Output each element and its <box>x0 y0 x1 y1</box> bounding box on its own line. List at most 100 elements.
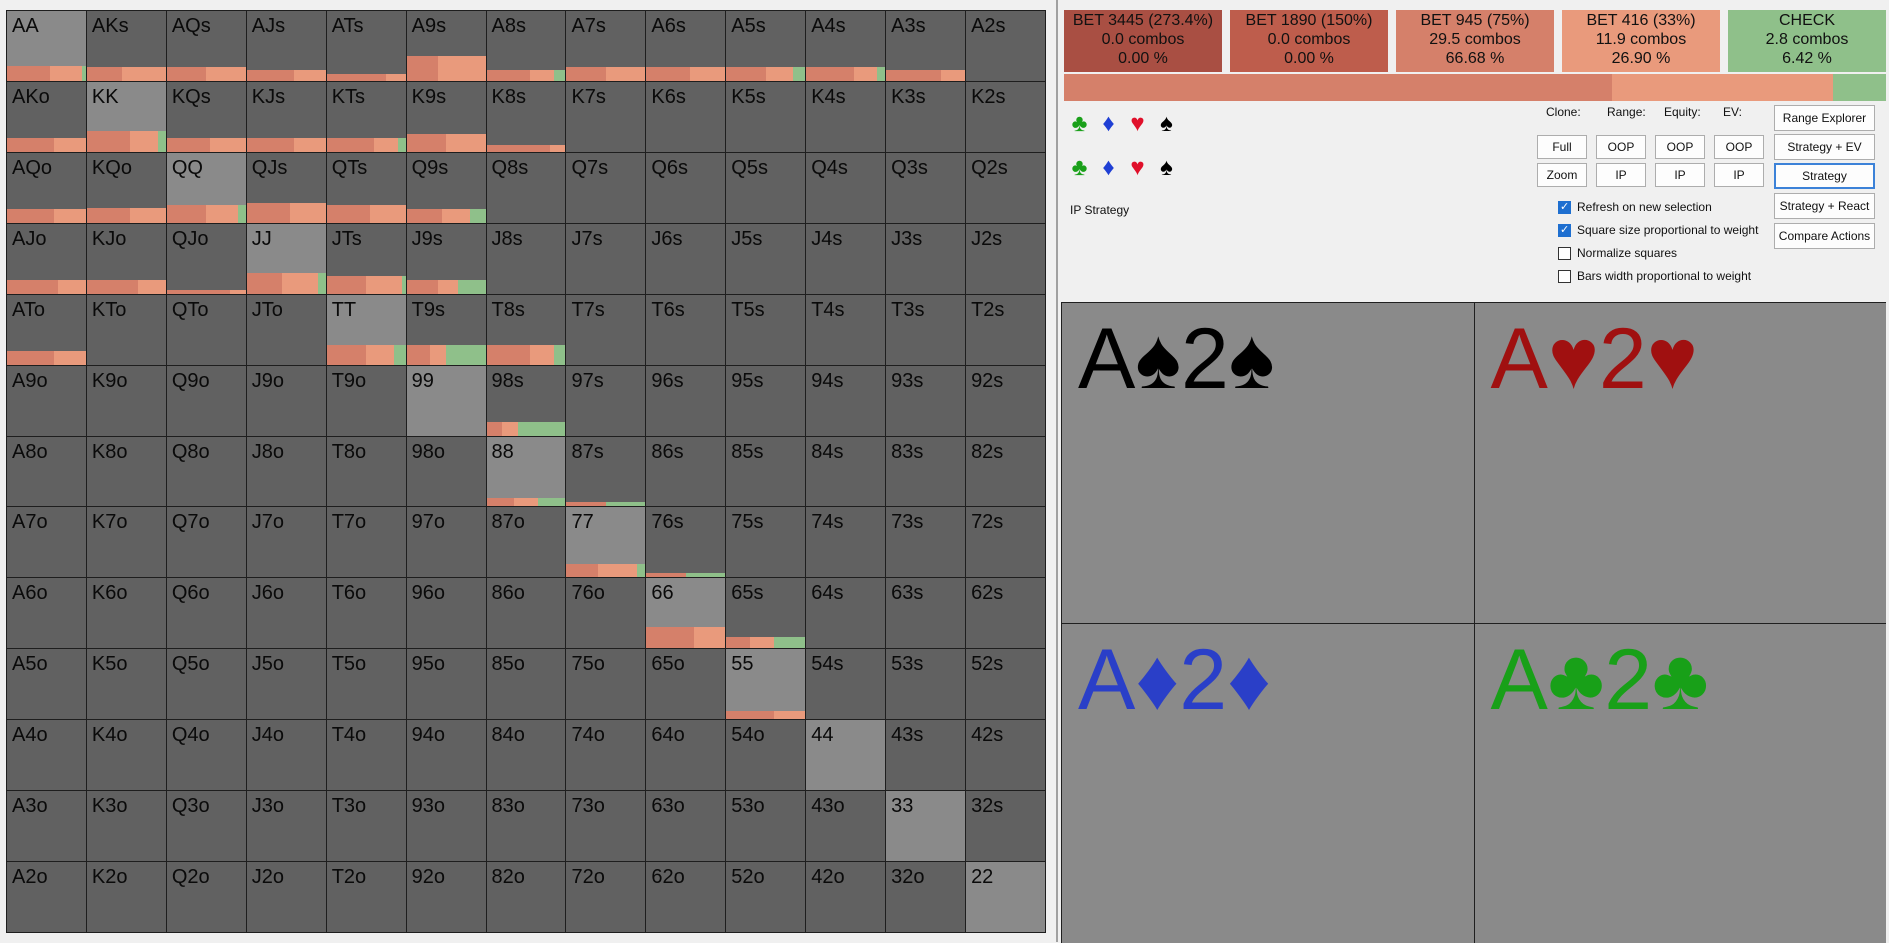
hand-cell-j6s[interactable]: J6s <box>646 224 725 294</box>
hand-cell-85s[interactable]: 85s <box>726 437 805 507</box>
hand-cell-44[interactable]: 44 <box>806 720 885 790</box>
hand-cell-j6o[interactable]: J6o <box>247 578 326 648</box>
hand-cell-q4o[interactable]: Q4o <box>167 720 246 790</box>
hand-cell-65s[interactable]: 65s <box>726 578 805 648</box>
ev-ip-button[interactable]: IP <box>1714 163 1764 187</box>
hand-cell-t4o[interactable]: T4o <box>327 720 406 790</box>
hand-cell-kjo[interactable]: KJo <box>87 224 166 294</box>
hand-cell-a8o[interactable]: A8o <box>7 437 86 507</box>
hand-cell-kk[interactable]: KK <box>87 82 166 152</box>
combo-ad2d[interactable]: A♦2♦ <box>1062 624 1474 943</box>
hand-cell-ato[interactable]: ATo <box>7 295 86 365</box>
checkbox-box[interactable] <box>1558 224 1571 237</box>
hand-cell-32o[interactable]: 32o <box>886 862 965 932</box>
hand-cell-53o[interactable]: 53o <box>726 791 805 861</box>
hand-cell-64o[interactable]: 64o <box>646 720 725 790</box>
hand-cell-43s[interactable]: 43s <box>886 720 965 790</box>
hand-cell-ajo[interactable]: AJo <box>7 224 86 294</box>
clone-zoom-button[interactable]: Zoom <box>1537 163 1587 187</box>
hand-cell-t4s[interactable]: T4s <box>806 295 885 365</box>
action-check[interactable]: CHECK 2.8 combos 6.42 % <box>1728 10 1886 72</box>
hand-cell-72s[interactable]: 72s <box>966 507 1045 577</box>
hand-cell-97o[interactable]: 97o <box>407 507 486 577</box>
normalize-squares-checkbox[interactable]: Normalize squares <box>1558 246 1677 260</box>
hand-cell-k3o[interactable]: K3o <box>87 791 166 861</box>
hand-cell-j4s[interactable]: J4s <box>806 224 885 294</box>
hand-cell-54s[interactable]: 54s <box>806 649 885 719</box>
hand-cell-q7o[interactable]: Q7o <box>167 507 246 577</box>
hand-cell-63o[interactable]: 63o <box>646 791 725 861</box>
hand-cell-97s[interactable]: 97s <box>566 366 645 436</box>
hand-cell-86s[interactable]: 86s <box>646 437 725 507</box>
hand-cell-75o[interactable]: 75o <box>566 649 645 719</box>
hand-cell-k6s[interactable]: K6s <box>646 82 725 152</box>
hand-cell-kqo[interactable]: KQo <box>87 153 166 223</box>
hand-cell-94o[interactable]: 94o <box>407 720 486 790</box>
hand-cell-52s[interactable]: 52s <box>966 649 1045 719</box>
hand-cell-a2o[interactable]: A2o <box>7 862 86 932</box>
checkbox-box[interactable] <box>1558 270 1571 283</box>
clone-full-button[interactable]: Full <box>1537 135 1587 159</box>
hand-cell-ajs[interactable]: AJs <box>247 11 326 81</box>
hand-cell-85o[interactable]: 85o <box>487 649 566 719</box>
hand-cell-qts[interactable]: QTs <box>327 153 406 223</box>
hand-cell-k5o[interactable]: K5o <box>87 649 166 719</box>
hand-cell-74s[interactable]: 74s <box>806 507 885 577</box>
checkbox-box[interactable] <box>1558 201 1571 214</box>
hand-cell-62s[interactable]: 62s <box>966 578 1045 648</box>
hand-cell-55[interactable]: 55 <box>726 649 805 719</box>
hand-cell-98o[interactable]: 98o <box>407 437 486 507</box>
hand-cell-aa[interactable]: AA <box>7 11 86 81</box>
hand-cell-k7s[interactable]: K7s <box>566 82 645 152</box>
hand-cell-92o[interactable]: 92o <box>407 862 486 932</box>
hand-cell-j3o[interactable]: J3o <box>247 791 326 861</box>
hand-cell-a9s[interactable]: A9s <box>407 11 486 81</box>
hand-cell-64s[interactable]: 64s <box>806 578 885 648</box>
hand-cell-q7s[interactable]: Q7s <box>566 153 645 223</box>
hand-cell-73o[interactable]: 73o <box>566 791 645 861</box>
range-ip-button[interactable]: IP <box>1596 163 1646 187</box>
hand-cell-t5s[interactable]: T5s <box>726 295 805 365</box>
hand-cell-j5s[interactable]: J5s <box>726 224 805 294</box>
refresh-on-selection-checkbox[interactable]: Refresh on new selection <box>1558 200 1712 214</box>
hand-cell-j7o[interactable]: J7o <box>247 507 326 577</box>
hand-cell-kjs[interactable]: KJs <box>247 82 326 152</box>
combo-as2s[interactable]: A♠2♠ <box>1062 303 1474 623</box>
hand-cell-k2s[interactable]: K2s <box>966 82 1045 152</box>
hand-cell-82o[interactable]: 82o <box>487 862 566 932</box>
hand-cell-aqo[interactable]: AQo <box>7 153 86 223</box>
hand-cell-k9s[interactable]: K9s <box>407 82 486 152</box>
hand-cell-j9s[interactable]: J9s <box>407 224 486 294</box>
action-bet-416[interactable]: BET 416 (33%) 11.9 combos 26.90 % <box>1562 10 1720 72</box>
hand-cell-q9s[interactable]: Q9s <box>407 153 486 223</box>
hand-cell-aks[interactable]: AKs <box>87 11 166 81</box>
hand-cell-t8o[interactable]: T8o <box>327 437 406 507</box>
hand-cell-j2o[interactable]: J2o <box>247 862 326 932</box>
hand-cell-qto[interactable]: QTo <box>167 295 246 365</box>
hand-cell-a4o[interactable]: A4o <box>7 720 86 790</box>
hand-cell-83o[interactable]: 83o <box>487 791 566 861</box>
hand-cell-ako[interactable]: AKo <box>7 82 86 152</box>
hand-cell-74o[interactable]: 74o <box>566 720 645 790</box>
spade-icon[interactable]: ♠ <box>1157 110 1176 138</box>
hand-cell-q5s[interactable]: Q5s <box>726 153 805 223</box>
hand-cell-qjs[interactable]: QJs <box>247 153 326 223</box>
hand-cell-43o[interactable]: 43o <box>806 791 885 861</box>
hand-cell-63s[interactable]: 63s <box>886 578 965 648</box>
hand-cell-q2o[interactable]: Q2o <box>167 862 246 932</box>
hand-cell-87s[interactable]: 87s <box>566 437 645 507</box>
club-icon[interactable]: ♣ <box>1070 110 1089 138</box>
hand-cell-j8s[interactable]: J8s <box>487 224 566 294</box>
combo-ah2h[interactable]: A♥2♥ <box>1475 303 1887 623</box>
hand-cell-a3o[interactable]: A3o <box>7 791 86 861</box>
hand-cell-a8s[interactable]: A8s <box>487 11 566 81</box>
hand-cell-92s[interactable]: 92s <box>966 366 1045 436</box>
hand-cell-52o[interactable]: 52o <box>726 862 805 932</box>
hand-cell-q6s[interactable]: Q6s <box>646 153 725 223</box>
checkbox-box[interactable] <box>1558 247 1571 260</box>
hand-cell-a7o[interactable]: A7o <box>7 507 86 577</box>
hand-cell-a6s[interactable]: A6s <box>646 11 725 81</box>
hand-cell-k5s[interactable]: K5s <box>726 82 805 152</box>
hand-cell-84o[interactable]: 84o <box>487 720 566 790</box>
hand-cell-32s[interactable]: 32s <box>966 791 1045 861</box>
